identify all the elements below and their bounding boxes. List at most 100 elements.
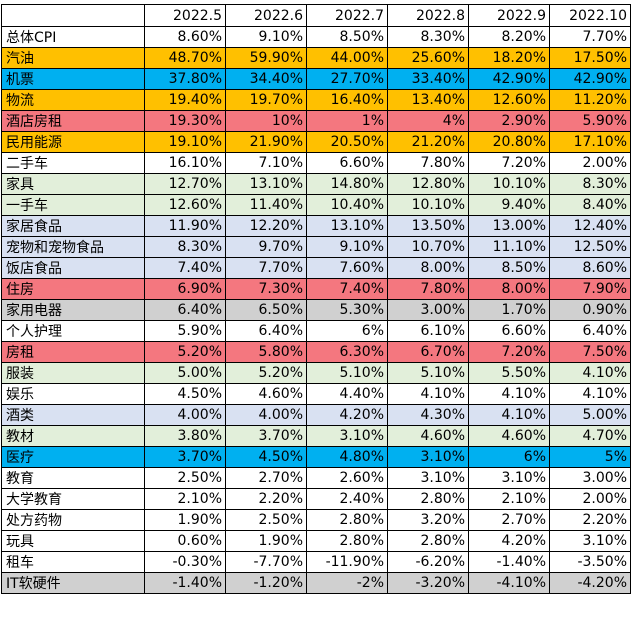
value-cell: 17.50%	[549, 47, 631, 69]
value-cell: 14.80%	[306, 173, 388, 195]
value-cell: 5.20%	[225, 362, 307, 384]
row-label: 处方药物	[1, 509, 145, 531]
value-cell: 4.50%	[144, 383, 226, 405]
table-row: 一手车 12.60% 11.40% 10.40% 10.10% 9.40% 8.40%	[1, 194, 631, 216]
value-cell: 2.70%	[225, 467, 307, 489]
value-cell: 4.10%	[468, 383, 550, 405]
value-cell: 9.70%	[225, 236, 307, 258]
value-cell: 27.70%	[306, 68, 388, 90]
value-cell: 6.40%	[549, 320, 631, 342]
row-label: 物流	[1, 89, 145, 111]
value-cell: 2.10%	[144, 488, 226, 510]
row-label: 民用能源	[1, 131, 145, 153]
value-cell: 13.10%	[225, 173, 307, 195]
value-cell: 8.20%	[468, 26, 550, 48]
column-header: 2022.5	[144, 4, 226, 27]
value-cell: 4.60%	[468, 425, 550, 447]
value-cell: 4.50%	[225, 446, 307, 468]
value-cell: -4.10%	[468, 572, 550, 594]
value-cell: 8.30%	[387, 26, 469, 48]
value-cell: 7.70%	[549, 26, 631, 48]
table-row: 酒类 4.00% 4.00% 4.20% 4.30% 4.10% 5.00%	[1, 404, 631, 426]
table-row: 教育 2.50% 2.70% 2.60% 3.10% 3.10% 3.00%	[1, 467, 631, 489]
value-cell: 12.40%	[549, 215, 631, 237]
value-cell: 6.60%	[306, 152, 388, 174]
value-cell: 1.70%	[468, 299, 550, 321]
table-row: 租车 -0.30% -7.70% -11.90% -6.20% -1.40% -3.50%	[1, 551, 631, 573]
value-cell: 8.40%	[549, 194, 631, 216]
value-cell: 5.10%	[306, 362, 388, 384]
value-cell: 7.80%	[387, 278, 469, 300]
value-cell: 12.70%	[144, 173, 226, 195]
table-row: 个人护理 5.90% 6.40% 6% 6.10% 6.60% 6.40%	[1, 320, 631, 342]
table-row: 家具 12.70% 13.10% 14.80% 12.80% 10.10% 8.30%	[1, 173, 631, 195]
value-cell: 4.20%	[306, 404, 388, 426]
value-cell: 4.00%	[225, 404, 307, 426]
row-label: 服装	[1, 362, 145, 384]
column-header: 2022.7	[306, 4, 388, 27]
value-cell: 7.90%	[549, 278, 631, 300]
value-cell: 5.20%	[144, 341, 226, 363]
value-cell: 1.90%	[225, 530, 307, 552]
value-cell: 9.10%	[306, 236, 388, 258]
row-label: 宠物和宠物食品	[1, 236, 145, 258]
value-cell: 3.20%	[387, 509, 469, 531]
value-cell: 3.00%	[549, 467, 631, 489]
value-cell: 34.40%	[225, 68, 307, 90]
value-cell: 6.50%	[225, 299, 307, 321]
value-cell: -11.90%	[306, 551, 388, 573]
value-cell: 21.90%	[225, 131, 307, 153]
value-cell: 2.40%	[306, 488, 388, 510]
value-cell: 12.80%	[387, 173, 469, 195]
row-label: 医疗	[1, 446, 145, 468]
value-cell: 2.00%	[549, 488, 631, 510]
value-cell: 3.10%	[387, 467, 469, 489]
value-cell: 3.70%	[144, 446, 226, 468]
table-row: 处方药物 1.90% 2.50% 2.80% 3.20% 2.70% 2.20%	[1, 509, 631, 531]
value-cell: -1.40%	[468, 551, 550, 573]
value-cell: 6%	[468, 446, 550, 468]
header-row: 2022.5 2022.6 2022.7 2022.8 2022.9 2022.10	[1, 4, 631, 27]
value-cell: 16.40%	[306, 89, 388, 111]
value-cell: 12.60%	[144, 194, 226, 216]
table-row: 教材 3.80% 3.70% 3.10% 4.60% 4.60% 4.70%	[1, 425, 631, 447]
value-cell: 6.70%	[387, 341, 469, 363]
value-cell: 19.40%	[144, 89, 226, 111]
value-cell: 11.90%	[144, 215, 226, 237]
row-label: 娱乐	[1, 383, 145, 405]
table-row: 酒店房租 19.30% 10% 1% 4% 2.90% 5.90%	[1, 110, 631, 132]
value-cell: 10%	[225, 110, 307, 132]
value-cell: 44.00%	[306, 47, 388, 69]
row-label: 房租	[1, 341, 145, 363]
value-cell: 42.90%	[468, 68, 550, 90]
row-label: 玩具	[1, 530, 145, 552]
value-cell: 8.60%	[144, 26, 226, 48]
value-cell: 5.50%	[468, 362, 550, 384]
value-cell: 2.00%	[549, 152, 631, 174]
value-cell: 7.30%	[225, 278, 307, 300]
value-cell: 5.00%	[144, 362, 226, 384]
value-cell: 3.70%	[225, 425, 307, 447]
value-cell: -7.70%	[225, 551, 307, 573]
value-cell: 1.90%	[144, 509, 226, 531]
row-label: 酒类	[1, 404, 145, 426]
value-cell: -3.50%	[549, 551, 631, 573]
value-cell: 19.10%	[144, 131, 226, 153]
table-row: 大学教育 2.10% 2.20% 2.40% 2.80% 2.10% 2.00%	[1, 488, 631, 510]
table-row: 民用能源 19.10% 21.90% 20.50% 21.20% 20.80% 17.10%	[1, 131, 631, 153]
value-cell: 8.60%	[549, 257, 631, 279]
value-cell: 6.60%	[468, 320, 550, 342]
value-cell: 37.80%	[144, 68, 226, 90]
value-cell: 2.70%	[468, 509, 550, 531]
value-cell: 7.50%	[549, 341, 631, 363]
row-label: 二手车	[1, 152, 145, 174]
value-cell: 4.70%	[549, 425, 631, 447]
value-cell: 2.20%	[225, 488, 307, 510]
value-cell: 19.30%	[144, 110, 226, 132]
value-cell: 11.20%	[549, 89, 631, 111]
table-row: 服装 5.00% 5.20% 5.10% 5.10% 5.50% 4.10%	[1, 362, 631, 384]
value-cell: 2.10%	[468, 488, 550, 510]
value-cell: 4.80%	[306, 446, 388, 468]
value-cell: 2.80%	[306, 530, 388, 552]
row-label: 住房	[1, 278, 145, 300]
